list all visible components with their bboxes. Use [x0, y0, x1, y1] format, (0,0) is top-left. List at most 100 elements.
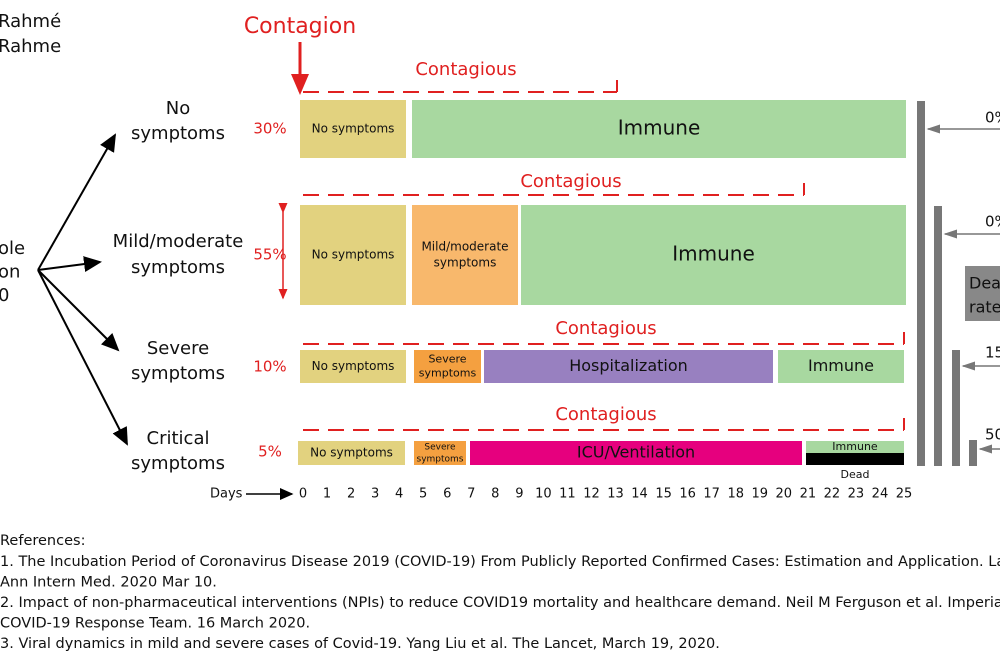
contagious-span: [303, 80, 618, 93]
branch-arrow: [37, 133, 116, 271]
phase-segment: [521, 205, 906, 305]
reference-line: Ann Intern Med. 2020 Mar 10.: [0, 575, 217, 591]
phase-segment: [300, 205, 406, 305]
phase-segment: [412, 205, 518, 305]
row-percent: 5%: [258, 443, 282, 461]
contagion-title: Contagion: [244, 14, 356, 39]
day-label: 13: [607, 487, 624, 502]
phase-label: Immune: [808, 356, 874, 375]
references-title: References:: [0, 533, 85, 549]
phase-label: Severe: [428, 352, 466, 365]
phase-label: Mild/moderate: [421, 240, 508, 254]
phase-label: Immune: [832, 440, 878, 453]
row-label: Mild/moderate: [113, 231, 244, 252]
row-label: symptoms: [131, 257, 225, 278]
phase-label: No symptoms: [312, 359, 395, 373]
outcome-bar: [952, 350, 960, 466]
day-label: 2: [347, 487, 355, 502]
day-label: 23: [848, 487, 865, 502]
day-label: 15: [655, 487, 672, 502]
branch-arrow: [37, 269, 120, 352]
days-label: Days: [210, 487, 243, 502]
phase-segment: [806, 453, 904, 465]
day-label: 6: [443, 487, 451, 502]
day-label: 18: [727, 487, 744, 502]
phase-segment: [414, 350, 481, 383]
contagious-label: Contagious: [520, 171, 621, 192]
phase-label: No symptoms: [310, 446, 393, 460]
row-label: symptoms: [131, 123, 225, 144]
phase-label: symptoms: [419, 367, 477, 380]
day-label: 25: [896, 487, 913, 502]
phase-label: Immune: [672, 242, 755, 266]
phase-segment: [484, 350, 773, 383]
day-label: 5: [419, 487, 427, 502]
day-label: 7: [467, 487, 475, 502]
phase-label: No symptoms: [312, 122, 395, 136]
death-rate: 50: [985, 426, 1000, 444]
row-label: Critical: [147, 428, 210, 449]
phase-label: symptoms: [417, 454, 464, 464]
day-label: 12: [583, 487, 600, 502]
day-label: 8: [491, 487, 499, 502]
death-rate-box: [965, 266, 1000, 321]
day-label: 19: [751, 487, 768, 502]
death-rate: 0%: [985, 109, 1000, 127]
day-label: 24: [872, 487, 889, 502]
contagious-span: [303, 332, 905, 345]
population-label: ole: [0, 238, 25, 259]
phase-segment: [298, 441, 405, 465]
phase-segment: [300, 350, 406, 383]
day-label: 10: [535, 487, 552, 502]
branch-arrow: [37, 269, 128, 446]
day-label: 0: [299, 487, 307, 502]
phase-label: symptoms: [434, 255, 497, 269]
outcome-bar: [934, 206, 942, 466]
contagious-span: [303, 183, 805, 196]
day-label: 22: [824, 487, 841, 502]
reference-line: 1. The Incubation Period of Coronavirus …: [0, 554, 1000, 570]
day-label: 20: [776, 487, 793, 502]
death-rate: 15: [985, 344, 1000, 362]
population-label: on: [0, 262, 20, 283]
phase-label: ICU/Ventilation: [577, 443, 695, 462]
day-label: 17: [703, 487, 720, 502]
row-label: symptoms: [131, 363, 225, 384]
reference-line: COVID-19 Response Team. 16 March 2020.: [0, 616, 310, 632]
reference-line: 3. Viral dynamics in mild and severe cas…: [0, 636, 720, 652]
contagious-label: Contagious: [555, 318, 656, 339]
phase-segment: [412, 100, 906, 158]
death-rate-box-label: rate: [969, 298, 1000, 317]
population-label: 0: [0, 285, 9, 306]
phase-segment: [778, 350, 904, 383]
contagious-label: Contagious: [555, 404, 656, 425]
day-label: 11: [559, 487, 576, 502]
day-label: 16: [679, 487, 696, 502]
row-label: No: [166, 98, 190, 119]
death-rate: 0%: [985, 213, 1000, 231]
row-label: Severe: [147, 338, 209, 359]
phase-label: No symptoms: [312, 248, 395, 262]
outcome-bar: [917, 101, 925, 466]
day-label: 3: [371, 487, 379, 502]
phase-label: Hospitalization: [569, 356, 688, 375]
phase-segment: [470, 441, 802, 465]
day-label: 9: [515, 487, 523, 502]
day-label: 4: [395, 487, 403, 502]
day-label: 1: [323, 487, 331, 502]
contagious-span: [303, 418, 905, 431]
author: Rahmé: [0, 11, 61, 32]
death-rate-box-label: Dea: [969, 274, 1000, 293]
row-percent: 55%: [253, 246, 286, 264]
phase-segment: [806, 441, 904, 453]
phase-segment: [414, 441, 466, 465]
day-label: 21: [800, 487, 817, 502]
phase-label: Immune: [618, 116, 701, 140]
phase-label: Dead: [841, 468, 870, 481]
branch-arrow: [37, 256, 102, 272]
day-label: 14: [631, 487, 648, 502]
author: Rahme: [0, 36, 61, 57]
row-label: symptoms: [131, 453, 225, 474]
phase-segment: [300, 100, 406, 158]
